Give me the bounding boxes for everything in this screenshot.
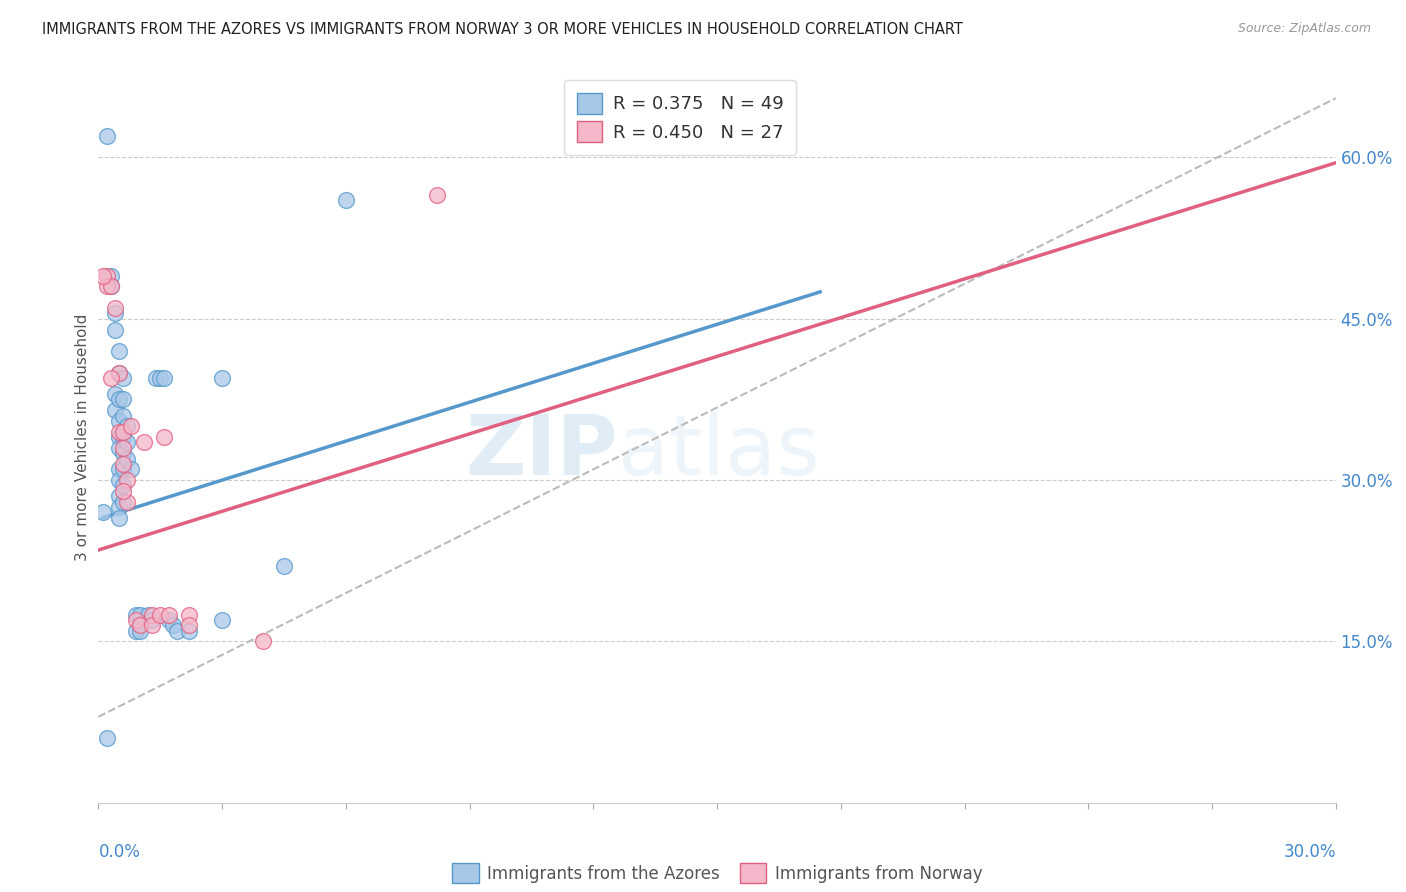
Point xyxy=(112,392,135,407)
Point xyxy=(112,441,135,455)
Point xyxy=(108,462,131,476)
Text: 30.0%: 30.0% xyxy=(1284,843,1336,861)
Point xyxy=(96,128,118,143)
Text: Source: ZipAtlas.com: Source: ZipAtlas.com xyxy=(1237,22,1371,36)
Point xyxy=(426,188,449,202)
Point xyxy=(117,451,139,466)
Point xyxy=(179,607,201,622)
Point xyxy=(112,483,135,498)
Point xyxy=(117,419,139,434)
Point xyxy=(108,366,131,380)
Point xyxy=(108,366,131,380)
Point xyxy=(128,618,150,632)
Point xyxy=(108,473,131,487)
Text: 0.0%: 0.0% xyxy=(98,843,141,861)
Point xyxy=(112,430,135,444)
Legend: Immigrants from the Azores, Immigrants from Norway: Immigrants from the Azores, Immigrants f… xyxy=(443,855,991,891)
Point xyxy=(112,446,135,460)
Point xyxy=(157,613,180,627)
Point xyxy=(117,473,139,487)
Point xyxy=(108,441,131,455)
Point xyxy=(162,618,184,632)
Point xyxy=(132,435,155,450)
Text: ZIP: ZIP xyxy=(465,411,619,492)
Point xyxy=(117,435,139,450)
Point xyxy=(149,607,172,622)
Point xyxy=(100,279,122,293)
Point xyxy=(112,371,135,385)
Point xyxy=(108,344,131,359)
Point xyxy=(120,419,142,434)
Y-axis label: 3 or more Vehicles in Household: 3 or more Vehicles in Household xyxy=(75,313,90,561)
Point xyxy=(124,624,146,638)
Point xyxy=(153,430,176,444)
Point xyxy=(179,618,201,632)
Point xyxy=(100,268,122,283)
Point xyxy=(108,392,131,407)
Point xyxy=(112,494,135,508)
Point xyxy=(108,430,131,444)
Point xyxy=(96,268,118,283)
Text: atlas: atlas xyxy=(619,411,820,492)
Point xyxy=(273,559,295,574)
Point xyxy=(112,478,135,492)
Point xyxy=(108,500,131,514)
Point xyxy=(120,462,142,476)
Point xyxy=(141,613,163,627)
Point xyxy=(104,301,127,315)
Point xyxy=(128,607,150,622)
Point xyxy=(112,409,135,423)
Point xyxy=(108,425,131,439)
Point xyxy=(104,387,127,401)
Point xyxy=(157,607,180,622)
Point xyxy=(96,279,118,293)
Point xyxy=(153,371,176,385)
Point xyxy=(104,403,127,417)
Point xyxy=(100,279,122,293)
Point xyxy=(104,322,127,336)
Point xyxy=(96,731,118,746)
Point xyxy=(335,194,357,208)
Point xyxy=(100,371,122,385)
Point xyxy=(112,425,135,439)
Point xyxy=(166,624,188,638)
Point xyxy=(108,414,131,428)
Point xyxy=(136,607,159,622)
Point xyxy=(128,624,150,638)
Point xyxy=(211,371,233,385)
Point xyxy=(124,613,146,627)
Point xyxy=(141,618,163,632)
Point xyxy=(112,462,135,476)
Point xyxy=(112,457,135,471)
Point xyxy=(124,607,146,622)
Point xyxy=(179,624,201,638)
Point xyxy=(117,494,139,508)
Point xyxy=(91,505,114,519)
Point xyxy=(141,607,163,622)
Point xyxy=(149,371,172,385)
Point xyxy=(252,634,274,648)
Point xyxy=(108,489,131,503)
Point xyxy=(211,613,233,627)
Point xyxy=(108,510,131,524)
Text: IMMIGRANTS FROM THE AZORES VS IMMIGRANTS FROM NORWAY 3 OR MORE VEHICLES IN HOUSE: IMMIGRANTS FROM THE AZORES VS IMMIGRANTS… xyxy=(42,22,963,37)
Point xyxy=(91,268,114,283)
Point xyxy=(104,306,127,320)
Point xyxy=(145,371,167,385)
